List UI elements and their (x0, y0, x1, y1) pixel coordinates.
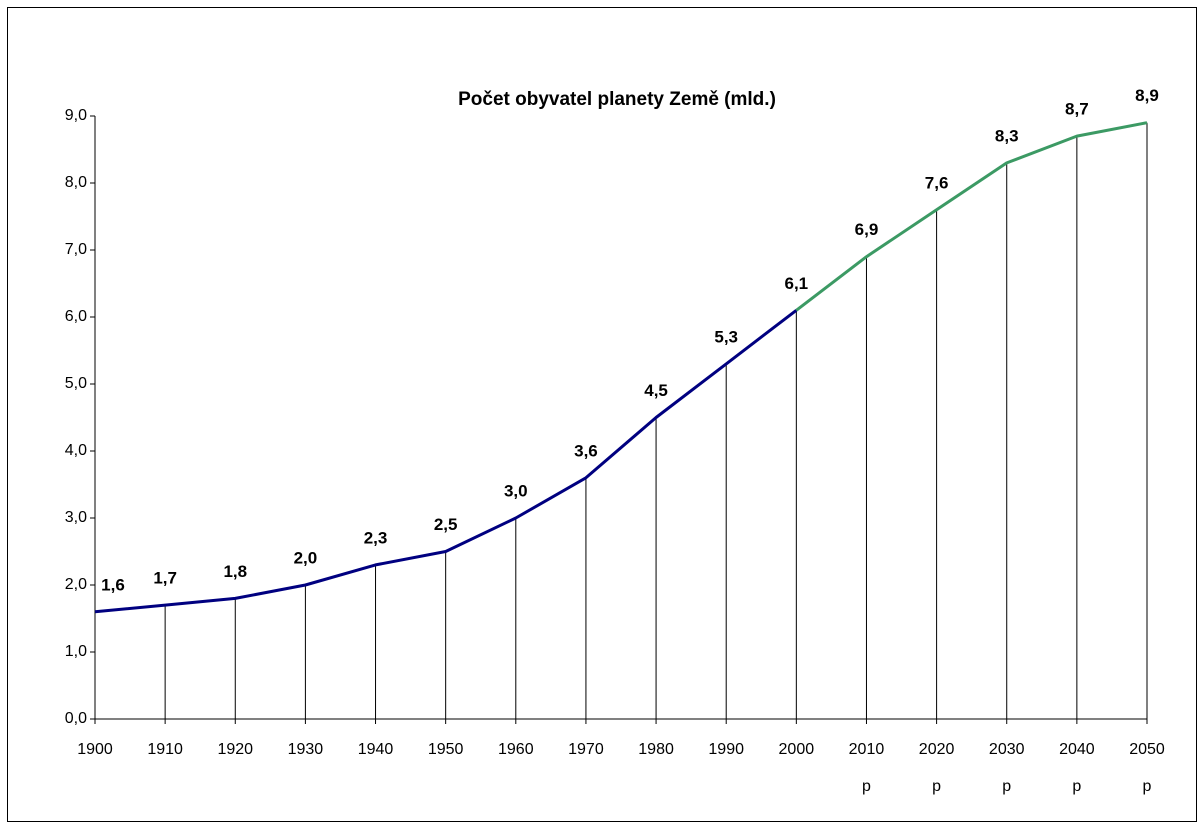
x-tick-label: 1970 (568, 741, 604, 758)
x-tick-label: 2040 p (1059, 741, 1095, 795)
data-label: 2,3 (364, 528, 388, 547)
x-tick-label: 1940 (357, 741, 394, 758)
series-line (94, 309, 798, 614)
x-tick-label: 1950 (427, 741, 464, 758)
data-label: 1,6 (101, 575, 125, 594)
x-tick-label: 1980 (638, 741, 674, 758)
data-label: 3,0 (504, 481, 528, 500)
data-label: 2,5 (434, 515, 458, 534)
chart-frame (7, 7, 1197, 822)
chart-title: Počet obyvatel planety Země (mld.) (458, 89, 776, 110)
data-label: 5,3 (714, 327, 738, 346)
x-tick-label: 1920 (217, 741, 254, 758)
y-tick-label: 4,0 (65, 442, 87, 459)
y-tick-label: 3,0 (65, 509, 87, 526)
x-tick-label: 2020 p (918, 741, 955, 795)
series-line (795, 121, 1148, 312)
y-tick-label: 0,0 (65, 710, 87, 727)
data-label: 3,6 (574, 441, 598, 460)
y-tick-label: 7,0 (65, 241, 87, 258)
x-tick-label: 1930 (287, 741, 324, 758)
y-tick-label: 6,0 (65, 308, 87, 325)
y-tick-label: 8,0 (65, 174, 87, 191)
x-tick-label: 2050 p (1129, 741, 1165, 795)
data-label: 1,7 (153, 569, 177, 588)
data-label: 8,9 (1135, 86, 1159, 105)
data-label: 1,8 (223, 562, 247, 581)
y-tick-label: 2,0 (65, 576, 87, 593)
data-label: 8,7 (1065, 100, 1089, 119)
data-label: 8,3 (995, 126, 1019, 145)
data-label: 2,0 (294, 548, 318, 567)
data-label: 6,1 (785, 274, 809, 293)
data-label: 6,9 (855, 220, 879, 239)
data-label: 7,6 (925, 173, 949, 192)
x-tick-label: 2030 p (988, 741, 1025, 795)
x-tick-label: 2000 (778, 741, 815, 758)
x-tick-label: 2010 p (848, 741, 885, 795)
x-tick-label: 1960 (498, 741, 534, 758)
y-tick-label: 5,0 (65, 375, 87, 392)
y-tick-label: 9,0 (65, 107, 87, 124)
y-tick-label: 1,0 (65, 643, 87, 660)
x-tick-label: 1910 (147, 741, 183, 758)
x-tick-label: 1900 (77, 741, 113, 758)
data-label: 4,5 (644, 381, 668, 400)
x-tick-label: 1990 (708, 741, 744, 758)
